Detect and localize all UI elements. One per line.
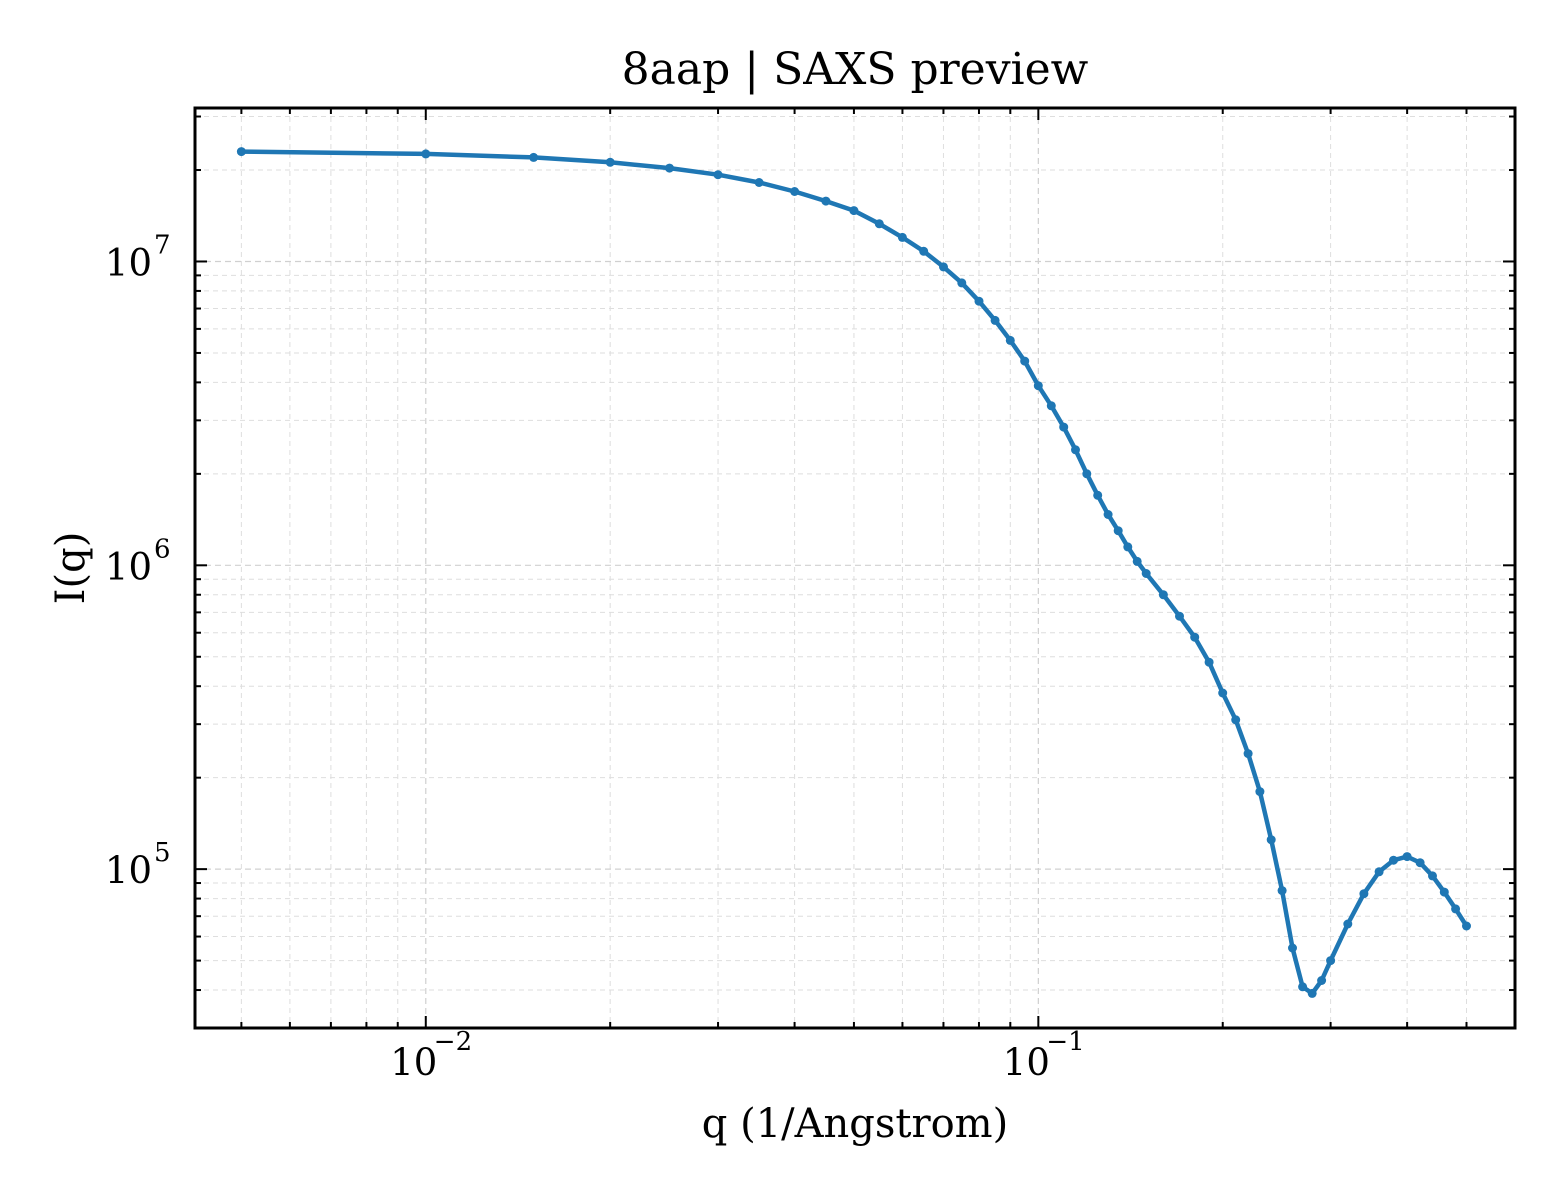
y-tick-label-exponent: 7 — [154, 230, 171, 260]
data-point — [1428, 871, 1437, 881]
data-point — [605, 157, 615, 167]
y-tick-label: 10 — [105, 545, 152, 588]
data-point — [1415, 858, 1425, 868]
data-point — [713, 170, 723, 180]
data-point — [1082, 469, 1092, 479]
chart-title: 8aap | SAXS preview — [622, 44, 1089, 95]
data-point — [421, 149, 431, 159]
data-point — [957, 278, 967, 288]
data-point — [874, 219, 884, 229]
data-point — [1307, 988, 1317, 998]
data-point — [1255, 787, 1265, 797]
y-tick-label: 10 — [105, 849, 152, 892]
data-point — [1113, 526, 1123, 536]
x-tick-label: 10 — [390, 1041, 437, 1084]
x-axis-label: q (1/Angstrom) — [702, 1101, 1008, 1147]
data-point — [236, 147, 246, 157]
data-point — [1231, 715, 1241, 725]
y-axis-label: I(q) — [48, 532, 94, 605]
data-point — [1439, 887, 1449, 897]
data-point — [1123, 542, 1133, 552]
y-tick-label-exponent: 6 — [154, 534, 171, 564]
data-point — [1103, 510, 1113, 519]
data-point — [790, 187, 800, 196]
data-point — [897, 232, 907, 242]
data-point — [1317, 976, 1327, 985]
data-point — [1020, 356, 1030, 366]
data-point — [939, 262, 948, 272]
data-point — [665, 163, 674, 173]
data-point — [974, 296, 984, 306]
data-point — [1243, 749, 1253, 759]
data-point — [1204, 657, 1214, 667]
data-point — [1451, 904, 1461, 914]
data-point — [919, 246, 929, 256]
data-point — [1374, 867, 1384, 877]
data-point — [1190, 632, 1200, 642]
data-point — [529, 152, 539, 162]
data-point — [821, 196, 831, 206]
data-point — [1158, 590, 1168, 600]
grid-lines — [195, 108, 1515, 1029]
data-point — [1059, 422, 1069, 432]
y-tick-label: 10 — [105, 241, 152, 284]
data-point — [1141, 569, 1151, 578]
data-point — [1132, 556, 1142, 566]
data-point — [1093, 490, 1103, 500]
data-point — [1266, 835, 1276, 845]
data-point — [1046, 401, 1056, 411]
data-point — [1343, 919, 1353, 929]
data-point — [849, 206, 859, 216]
data-point — [754, 178, 764, 187]
x-tick-label-exponent: −2 — [434, 1027, 472, 1057]
x-tick-label: 10 — [1003, 1041, 1050, 1084]
data-point — [1462, 921, 1471, 931]
data-point — [1175, 611, 1184, 621]
data-point — [1298, 982, 1308, 992]
data-point — [1288, 943, 1297, 953]
data-point — [1071, 445, 1080, 455]
data-point — [1359, 889, 1369, 899]
series-layer — [236, 147, 1471, 998]
tick-marks — [195, 108, 1515, 1029]
data-point — [990, 315, 1000, 325]
data-point — [1389, 855, 1398, 865]
data-point — [1005, 335, 1015, 345]
data-point — [1218, 688, 1228, 698]
data-point — [1326, 956, 1336, 966]
x-tick-label-exponent: −1 — [1046, 1027, 1084, 1057]
data-point — [1033, 381, 1043, 391]
plot-frame — [193, 106, 1517, 1030]
y-tick-label-exponent: 5 — [154, 838, 171, 868]
data-point — [1277, 886, 1287, 896]
data-point — [1402, 852, 1412, 862]
